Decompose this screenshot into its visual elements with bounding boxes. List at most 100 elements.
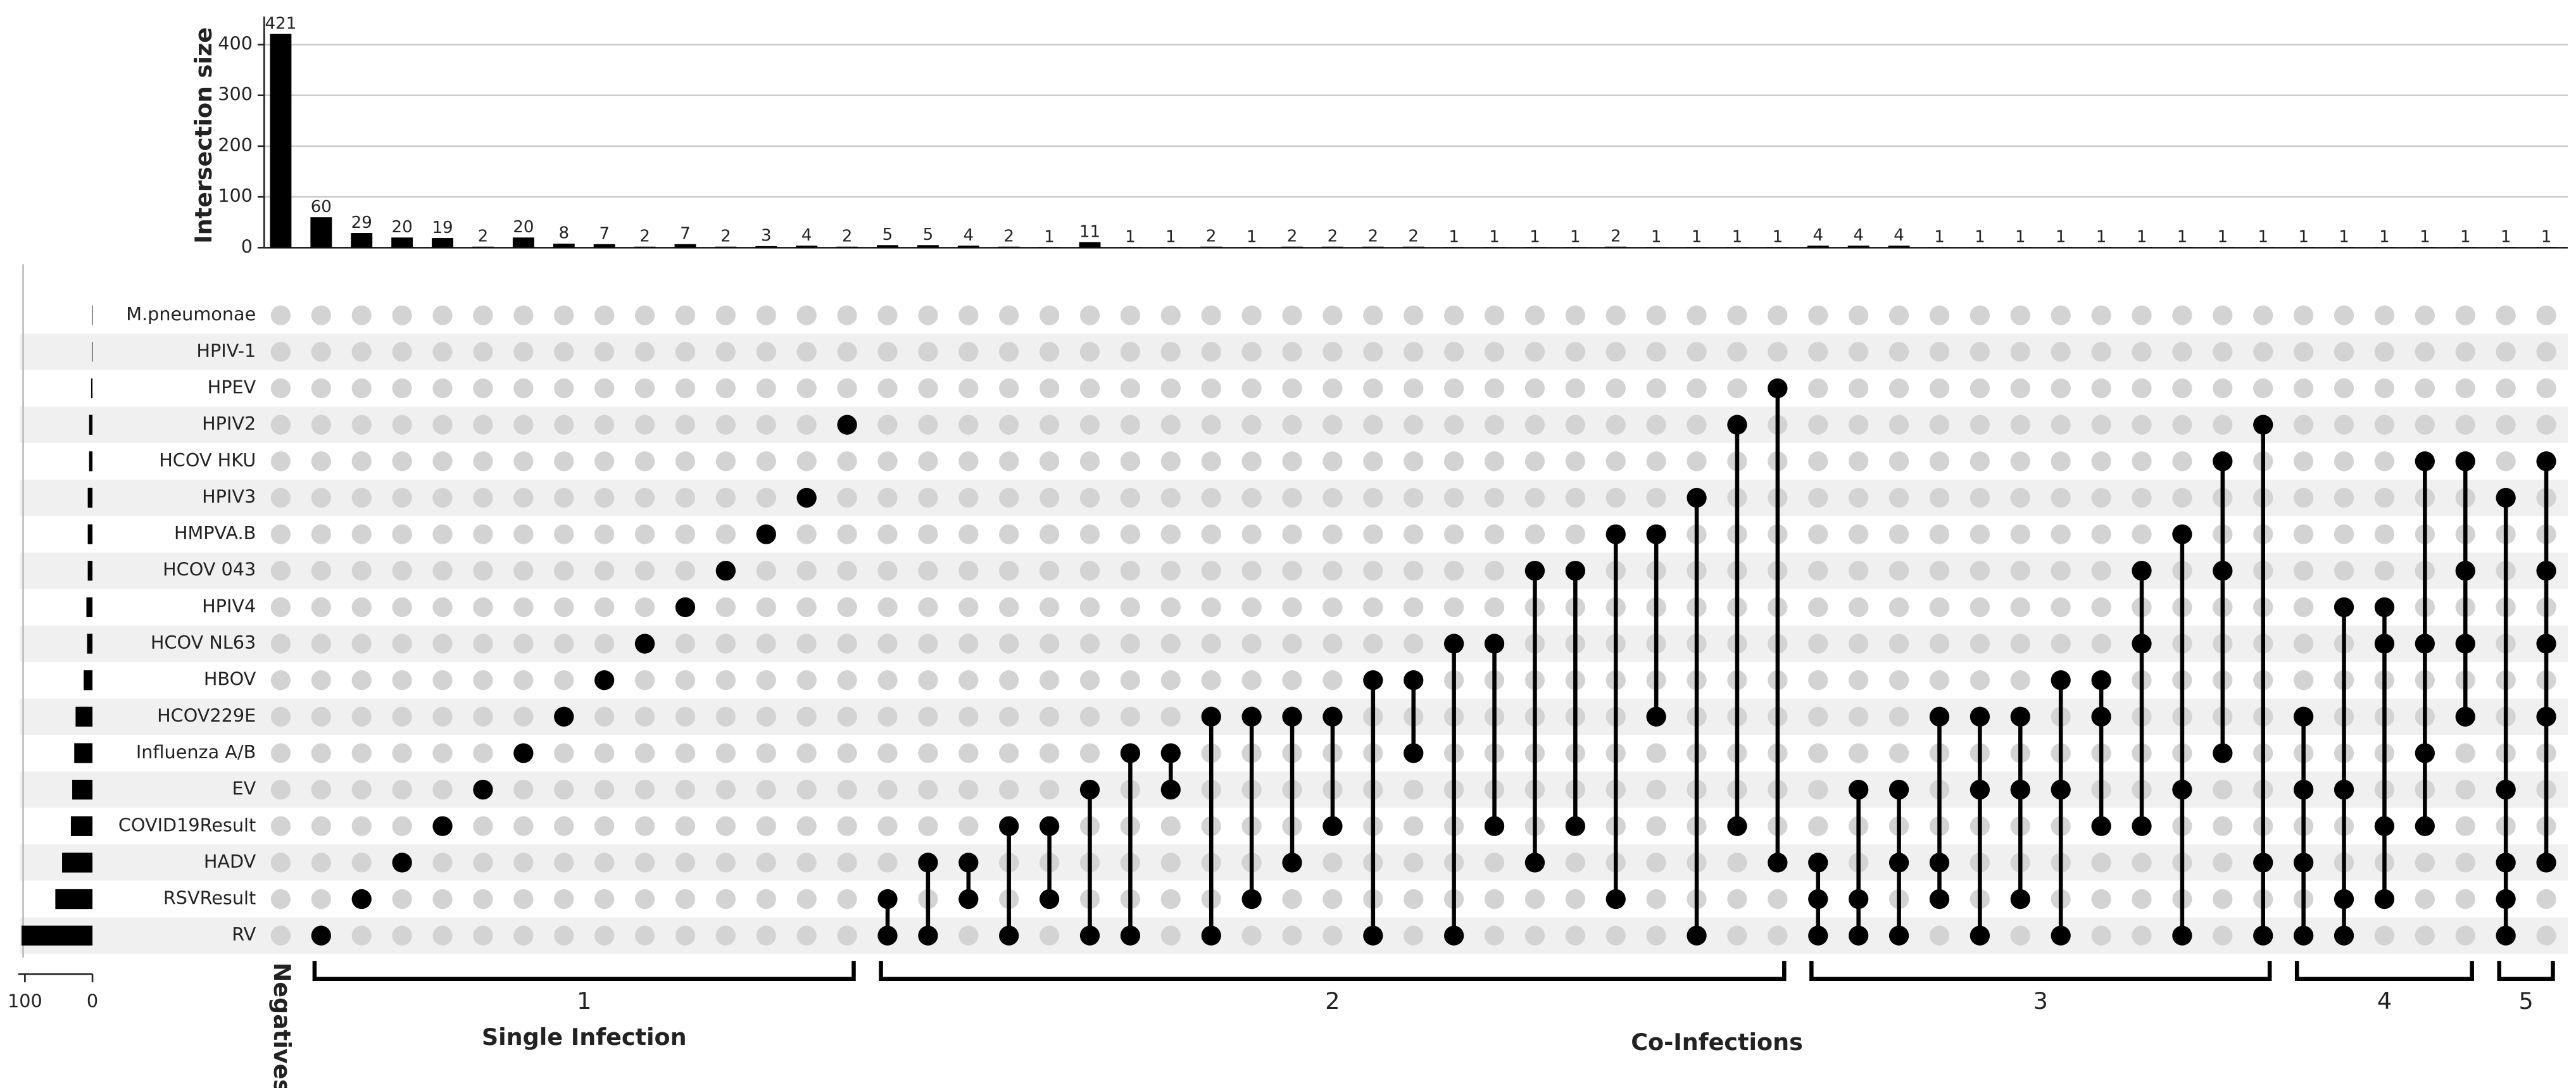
empty-dot xyxy=(351,670,372,691)
bar-label: 2 xyxy=(1368,227,1379,246)
intersection-bar xyxy=(1645,247,1668,248)
empty-dot xyxy=(1201,415,1221,435)
empty-dot xyxy=(675,853,696,873)
bar-label: 3 xyxy=(761,227,772,246)
empty-dot xyxy=(270,451,291,472)
empty-dot xyxy=(392,415,412,435)
member-dot xyxy=(351,889,372,910)
intersection-bar xyxy=(1200,246,1222,248)
intersection-bar xyxy=(715,246,737,248)
empty-dot xyxy=(2374,342,2395,362)
empty-dot xyxy=(1039,415,1060,435)
empty-dot xyxy=(1484,487,1505,508)
empty-dot xyxy=(1808,305,1828,325)
bar-label: 1 xyxy=(2056,227,2066,246)
set-size-bar xyxy=(55,889,93,910)
empty-dot xyxy=(958,342,979,362)
empty-dot xyxy=(554,889,574,910)
empty-dot xyxy=(1727,889,1747,910)
empty-dot xyxy=(2051,451,2071,472)
empty-dot xyxy=(270,853,291,873)
member-dot xyxy=(1605,889,1626,910)
set-size-bar xyxy=(86,597,93,618)
empty-dot xyxy=(756,925,776,946)
empty-dot xyxy=(918,378,938,399)
empty-dot xyxy=(2091,524,2111,544)
empty-dot xyxy=(715,597,736,618)
empty-dot xyxy=(715,305,736,325)
empty-dot xyxy=(1079,342,1100,362)
empty-dot xyxy=(473,853,493,873)
member-dot xyxy=(1808,889,1828,910)
empty-dot xyxy=(2172,378,2192,399)
bar-label: 1 xyxy=(1934,227,1945,246)
bar-label: 1 xyxy=(2137,227,2147,246)
empty-dot xyxy=(2374,561,2395,581)
empty-dot xyxy=(311,634,331,654)
bar-label: 4 xyxy=(1853,226,1864,245)
empty-dot xyxy=(513,451,534,472)
intersection-bar xyxy=(1038,247,1060,248)
empty-dot xyxy=(756,378,776,399)
empty-dot xyxy=(1282,925,1302,946)
empty-dot xyxy=(2051,415,2071,435)
y-tick-label: 100 xyxy=(218,185,253,206)
bar-label: 2 xyxy=(1408,227,1419,246)
empty-dot xyxy=(1404,524,1424,544)
set-size-bar xyxy=(87,524,93,544)
empty-dot xyxy=(715,670,736,691)
empty-dot xyxy=(432,925,453,946)
empty-dot xyxy=(2253,378,2273,399)
empty-dot xyxy=(1849,451,1869,472)
empty-dot xyxy=(473,415,493,435)
empty-dot xyxy=(2455,415,2475,435)
empty-dot xyxy=(473,889,493,910)
empty-dot xyxy=(1929,524,1950,544)
empty-dot xyxy=(1605,925,1626,946)
empty-dot xyxy=(796,670,817,691)
empty-dot xyxy=(1808,670,1828,691)
empty-dot xyxy=(1849,597,1869,618)
empty-dot xyxy=(1808,451,1828,472)
empty-dot xyxy=(796,524,817,544)
empty-dot xyxy=(1484,561,1505,581)
empty-dot xyxy=(1605,305,1626,325)
empty-dot xyxy=(1484,524,1505,544)
empty-dot xyxy=(1120,451,1141,472)
empty-dot xyxy=(351,342,372,362)
empty-dot xyxy=(432,853,453,873)
empty-dot xyxy=(2091,561,2111,581)
set-size-bar xyxy=(70,816,93,836)
empty-dot xyxy=(1565,853,1585,873)
empty-dot xyxy=(1282,342,1302,362)
empty-dot xyxy=(1120,670,1141,691)
empty-dot xyxy=(1443,597,1464,618)
member-dot xyxy=(2253,853,2273,873)
empty-dot xyxy=(2091,415,2111,435)
set-label: HPIV4 xyxy=(202,595,256,616)
empty-dot xyxy=(918,634,938,654)
empty-dot xyxy=(392,561,412,581)
empty-dot xyxy=(837,779,857,800)
empty-dot xyxy=(270,597,291,618)
group-bracket xyxy=(879,961,1787,982)
bar-label: 1 xyxy=(2096,227,2107,246)
empty-dot xyxy=(513,597,534,618)
member-dot xyxy=(1687,487,1707,508)
intersection-bar xyxy=(2009,247,2032,248)
bar-label: 29 xyxy=(351,213,372,232)
empty-dot xyxy=(1241,925,1262,946)
empty-dot xyxy=(2293,378,2314,399)
empty-dot xyxy=(2132,342,2152,362)
empty-dot xyxy=(1201,670,1221,691)
empty-dot xyxy=(837,305,857,325)
set-size-tick-label: 0 xyxy=(87,990,98,1011)
empty-dot xyxy=(634,889,655,910)
empty-dot xyxy=(1201,634,1221,654)
empty-dot xyxy=(554,779,574,800)
empty-dot xyxy=(796,816,817,836)
intersection-bar xyxy=(957,246,979,248)
empty-dot xyxy=(2010,415,2030,435)
empty-dot xyxy=(1443,451,1464,472)
empty-dot xyxy=(1201,342,1221,362)
